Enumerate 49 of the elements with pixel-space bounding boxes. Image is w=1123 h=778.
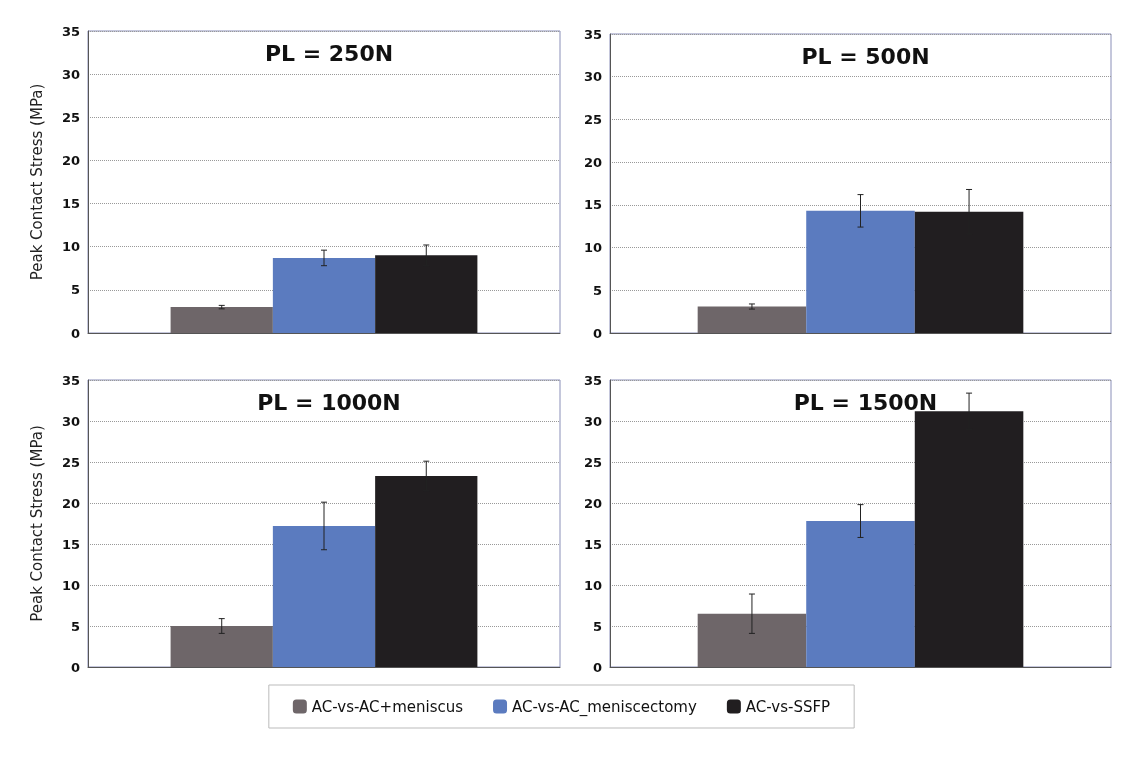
y-tick-label: 5 xyxy=(592,618,602,634)
y-tick-label: 10 xyxy=(583,240,602,256)
chart-title: PL = 1500N xyxy=(793,389,938,415)
y-axis-title: Peak Contact Stress (MPa) xyxy=(27,83,46,281)
legend-label: AC-vs-SSFP xyxy=(745,697,831,716)
y-tick-label: 15 xyxy=(61,536,80,552)
y-tick-label: 15 xyxy=(61,196,80,212)
y-tick-label: 35 xyxy=(61,23,80,39)
y-tick-label: 10 xyxy=(583,577,602,593)
legend-label: AC-vs-AC_meniscectomy xyxy=(512,697,697,717)
bar xyxy=(697,613,807,667)
bar xyxy=(272,525,376,667)
y-tick-label: 20 xyxy=(583,495,602,511)
chart-title: PL = 500N xyxy=(801,43,930,69)
y-tick-label: 25 xyxy=(61,109,80,125)
y-tick-label: 20 xyxy=(61,152,80,168)
y-tick-label: 35 xyxy=(583,372,602,388)
y-tick-label: 10 xyxy=(61,577,80,593)
y-axis-title: Peak Contact Stress (MPa) xyxy=(27,425,46,622)
y-tick-label: 5 xyxy=(70,618,80,634)
y-tick-label: 0 xyxy=(592,659,602,675)
chart-title: PL = 250N xyxy=(264,40,394,66)
y-tick-label: 25 xyxy=(583,111,602,127)
y-tick-label: 20 xyxy=(583,154,602,170)
y-tick-label: 0 xyxy=(70,325,80,341)
y-tick-label: 20 xyxy=(61,495,80,511)
y-tick-label: 30 xyxy=(583,413,602,429)
chart-title: PL = 1000N xyxy=(257,389,401,415)
bar xyxy=(272,257,376,333)
y-tick-label: 5 xyxy=(592,282,602,298)
y-tick-label: 0 xyxy=(592,325,602,341)
y-tick-label: 15 xyxy=(583,197,602,213)
y-tick-label: 15 xyxy=(583,536,602,552)
y-tick-label: 30 xyxy=(583,69,602,85)
y-tick-label: 5 xyxy=(70,282,80,298)
y-tick-label: 10 xyxy=(61,239,80,255)
bar xyxy=(806,210,915,333)
y-tick-label: 25 xyxy=(583,454,602,470)
bar xyxy=(170,626,273,667)
y-tick-label: 0 xyxy=(70,659,80,675)
y-tick-label: 30 xyxy=(61,66,80,82)
y-tick-label: 30 xyxy=(61,413,80,429)
bar xyxy=(170,307,273,333)
y-tick-label: 35 xyxy=(583,26,602,42)
bar xyxy=(697,306,807,333)
legend-label: AC-vs-AC+meniscus xyxy=(311,697,464,716)
bar xyxy=(806,521,915,667)
y-tick-label: 35 xyxy=(61,372,80,388)
y-tick-label: 25 xyxy=(61,454,80,470)
